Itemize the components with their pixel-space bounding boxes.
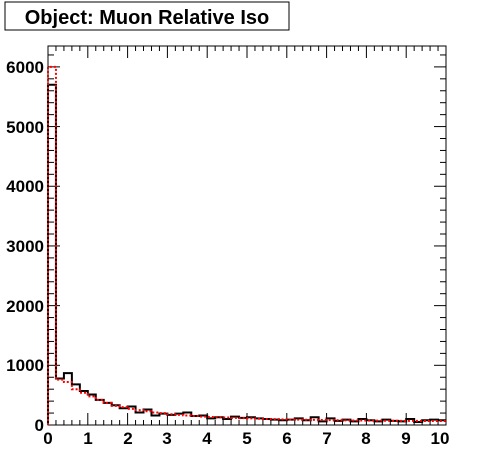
chart-title-box <box>4 1 290 31</box>
x-tick-label-10: 10 <box>431 429 450 448</box>
x-tick-label-7: 7 <box>322 429 331 448</box>
y-tick-label-1000: 1000 <box>6 356 44 375</box>
x-tick-label-1: 1 <box>83 429 92 448</box>
x-tick-label-6: 6 <box>282 429 291 448</box>
y-major-ticks <box>48 66 446 426</box>
x-tick-label-0: 0 <box>43 429 52 448</box>
x-tick-label-5: 5 <box>242 429 251 448</box>
x-tick-labels: 0 1 2 3 4 5 6 7 8 9 10 <box>43 429 449 448</box>
plot-frame <box>47 45 447 426</box>
x-tick-label-4: 4 <box>202 429 212 448</box>
y-tick-label-2000: 2000 <box>6 297 44 316</box>
series-red-dotted-histogram <box>47 65 446 425</box>
x-tick-label-2: 2 <box>123 429 132 448</box>
x-tick-label-3: 3 <box>162 429 171 448</box>
x-tick-label-9: 9 <box>401 429 410 448</box>
chart-title: Object: Muon Relative Iso <box>25 7 269 29</box>
y-tick-label-0: 0 <box>35 416 44 435</box>
y-tick-labels: 0 1000 2000 3000 4000 5000 6000 <box>6 58 44 435</box>
x-tick-label-8: 8 <box>361 429 370 448</box>
y-tick-label-6000: 6000 <box>6 58 44 77</box>
y-tick-label-3000: 3000 <box>6 237 44 256</box>
y-tick-label-4000: 4000 <box>6 177 44 196</box>
y-tick-label-5000: 5000 <box>6 118 44 137</box>
